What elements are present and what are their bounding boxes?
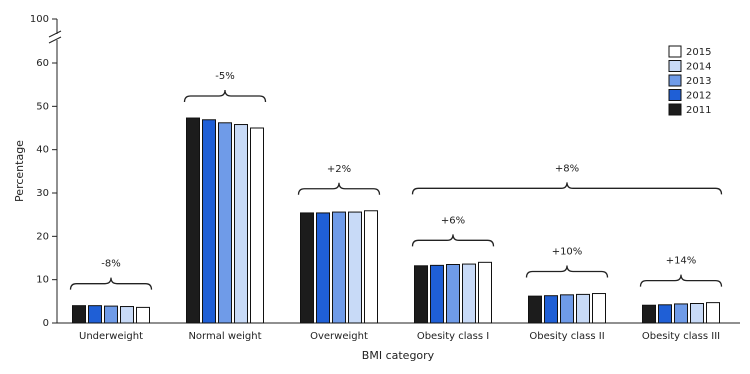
brace [525, 265, 609, 278]
bar [414, 265, 428, 324]
annotation: -8% [101, 259, 120, 270]
x-tick-label: Normal weight [188, 331, 261, 342]
y-tick-label: 30 [36, 188, 49, 199]
legend-label: 2011 [686, 105, 711, 116]
annotation: +2% [327, 164, 351, 175]
annotation: -5% [215, 71, 234, 82]
bar [544, 295, 558, 324]
brace [297, 182, 381, 195]
brace [183, 90, 267, 103]
annotation: +8% [555, 163, 579, 174]
bar [186, 117, 200, 324]
bar [202, 119, 216, 324]
brace [639, 274, 723, 287]
bar [478, 261, 492, 324]
bar [218, 122, 232, 324]
y-axis-label: Percentage [13, 140, 26, 202]
legend-label: 2015 [686, 47, 711, 58]
annotation: +14% [666, 256, 697, 267]
annotation: +6% [441, 215, 465, 226]
bar [72, 305, 86, 324]
bar [576, 293, 590, 324]
bar [250, 127, 264, 324]
legend-swatch [668, 45, 682, 58]
bar [706, 302, 720, 324]
y-tick-label: 40 [36, 145, 49, 156]
bar [592, 293, 606, 324]
x-axis-label: BMI category [362, 349, 435, 362]
bar [316, 212, 330, 324]
legend-label: 2014 [686, 62, 711, 73]
x-tick-label: Obesity class III [642, 331, 720, 342]
bar [462, 263, 476, 324]
bar [430, 264, 444, 324]
brace [69, 277, 153, 290]
y-tick-label: 100 [30, 14, 49, 25]
bar [642, 304, 656, 324]
x-tick-label: Underweight [79, 331, 143, 342]
brace [411, 234, 495, 247]
axis-break [48, 30, 62, 38]
legend-swatch [668, 74, 682, 87]
y-tick-label: 50 [36, 101, 49, 112]
x-tick-label: Obesity class I [417, 331, 489, 342]
bar [300, 212, 314, 324]
bar [560, 294, 574, 324]
bar [88, 305, 102, 324]
brace [411, 182, 723, 195]
bar [674, 303, 688, 324]
legend-swatch [668, 60, 682, 72]
legend-swatch [668, 89, 682, 101]
y-tick-label: 10 [36, 275, 49, 286]
bar [120, 306, 134, 324]
bar [364, 210, 378, 324]
axis-break-gap [49, 34, 65, 40]
y-tick-label: 0 [43, 318, 49, 329]
bar [104, 305, 118, 324]
bar [690, 303, 704, 324]
annotation: +10% [552, 247, 583, 258]
bar [446, 264, 460, 324]
axis-break [48, 36, 62, 44]
legend-label: 2013 [686, 76, 711, 87]
bar [332, 211, 346, 324]
legend-label: 2012 [686, 91, 711, 102]
legend-swatch [668, 103, 682, 116]
y-tick-label: 20 [36, 231, 49, 242]
bar [528, 295, 542, 324]
y-tick-label: 60 [36, 58, 49, 69]
bar [348, 211, 362, 324]
bar [658, 304, 672, 324]
bar [136, 306, 150, 324]
x-tick-label: Overweight [310, 331, 368, 342]
x-tick-label: Obesity class II [529, 331, 604, 342]
bar [234, 124, 248, 324]
